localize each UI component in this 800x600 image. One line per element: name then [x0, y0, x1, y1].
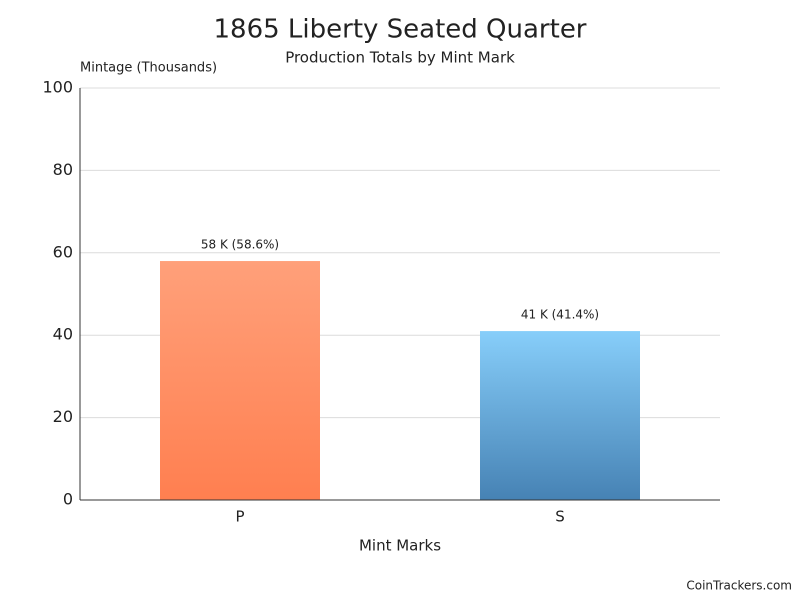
value-label: 58 K (58.6%): [201, 238, 279, 252]
bar: [480, 331, 640, 500]
y-tick-label: 100: [42, 78, 73, 97]
value-label: 41 K (41.4%): [521, 308, 599, 322]
chart-title: 1865 Liberty Seated Quarter: [213, 15, 586, 45]
footer: CoinTrackers.com: [686, 579, 792, 593]
x-axis-label: Mint Marks: [359, 537, 441, 555]
y-tick-label: 0: [63, 490, 73, 509]
y-tick-label: 20: [53, 407, 73, 426]
y-tick-label: 80: [53, 160, 73, 179]
y-axis-label: Mintage (Thousands): [80, 61, 217, 76]
x-tick-label: P: [235, 508, 244, 526]
bar: [160, 261, 320, 500]
x-tick-label: S: [555, 508, 565, 526]
y-tick-label: 60: [53, 242, 73, 261]
chart-subtitle: Production Totals by Mint Mark: [285, 49, 515, 67]
y-tick-label: 40: [53, 325, 73, 344]
